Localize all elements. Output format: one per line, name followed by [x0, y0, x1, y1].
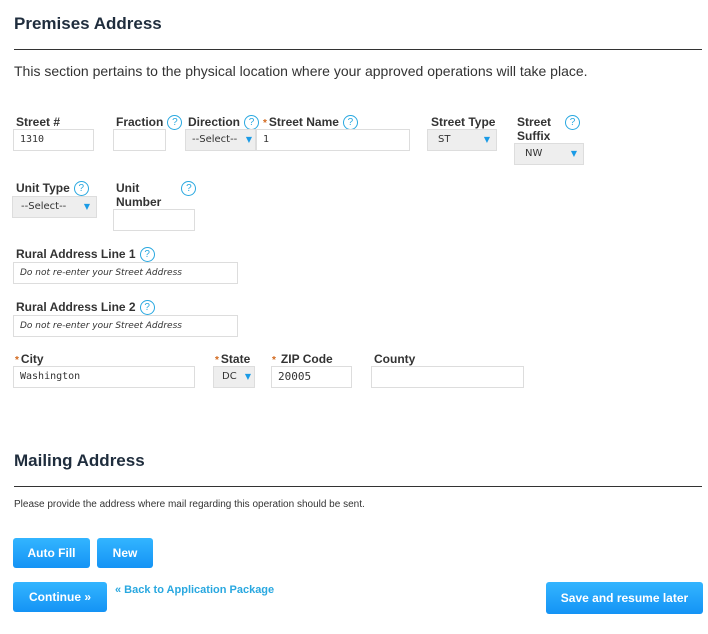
rural-line2-label-group: Rural Address Line 2 ?: [16, 300, 155, 315]
state-label: * State: [215, 352, 250, 368]
direction-label-group: Direction ?: [188, 115, 260, 130]
fraction-label-group: Fraction ?: [116, 115, 183, 130]
unit-number-label-line1: Unit: [116, 181, 140, 195]
help-icon[interactable]: ?: [181, 181, 197, 196]
direction-label: Direction: [188, 115, 241, 129]
fraction-label: Fraction: [116, 115, 164, 129]
required-marker: *: [263, 118, 267, 129]
street-number-input[interactable]: 1310: [13, 129, 94, 151]
save-resume-later-button[interactable]: Save and resume later: [546, 582, 703, 614]
street-suffix-value: NW: [525, 148, 543, 159]
unit-type-label-group: Unit Type ?: [16, 181, 89, 196]
city-input[interactable]: Washington: [13, 366, 195, 388]
state-select[interactable]: DC ▼: [213, 366, 255, 388]
help-icon[interactable]: ?: [167, 115, 183, 130]
street-name-label-text: Street Name: [268, 115, 339, 129]
state-label-text: State: [220, 352, 251, 366]
help-icon[interactable]: ?: [139, 247, 155, 262]
divider: [14, 486, 702, 487]
premises-description: This section pertains to the physical lo…: [14, 63, 588, 79]
rural-line2-label: Rural Address Line 2: [16, 300, 136, 314]
auto-fill-button[interactable]: Auto Fill: [13, 538, 90, 568]
street-name-label-group: * Street Name ?: [263, 115, 358, 131]
city-label: * City: [15, 352, 44, 368]
rural-line2-input[interactable]: Do not re-enter your Street Address: [13, 315, 238, 337]
required-marker: *: [15, 355, 19, 366]
chevron-down-icon: ▼: [244, 372, 251, 381]
help-icon[interactable]: ?: [342, 115, 358, 130]
street-name-input[interactable]: 1: [256, 129, 410, 151]
new-button[interactable]: New: [97, 538, 153, 568]
mailing-title: Mailing Address: [14, 451, 145, 470]
unit-number-input[interactable]: [113, 209, 195, 231]
back-to-application-link[interactable]: « Back to Application Package: [115, 584, 275, 596]
street-suffix-label: Street Suffix: [517, 115, 551, 143]
help-icon[interactable]: ?: [139, 300, 155, 315]
street-suffix-label-line2: Suffix: [517, 129, 551, 143]
unit-number-label: Unit Number: [116, 181, 161, 209]
street-number-label: Street #: [16, 115, 61, 129]
street-type-select[interactable]: ST ▼: [427, 129, 497, 151]
chevron-down-icon: ▼: [483, 135, 490, 144]
county-label: County: [374, 352, 416, 366]
required-marker: *: [272, 355, 276, 366]
unit-type-select[interactable]: --Select-- ▼: [12, 196, 97, 218]
state-value: DC: [222, 371, 237, 382]
chevron-down-icon: ▼: [570, 149, 577, 158]
street-suffix-label-group: Street Suffix ?: [517, 115, 581, 143]
street-type-label: Street Type: [431, 115, 496, 129]
help-icon[interactable]: ?: [244, 115, 260, 130]
mailing-description: Please provide the address where mail re…: [14, 499, 365, 510]
unit-number-label-group: Unit Number ?: [116, 181, 197, 209]
street-suffix-label-line1: Street: [517, 115, 552, 129]
street-type-value: ST: [438, 134, 451, 145]
continue-button[interactable]: Continue »: [13, 582, 107, 612]
zip-input[interactable]: 20005: [271, 366, 352, 388]
rural-line1-label-group: Rural Address Line 1 ?: [16, 247, 155, 262]
help-icon[interactable]: ?: [565, 115, 581, 130]
required-marker: *: [215, 355, 219, 366]
premises-title: Premises Address: [14, 14, 162, 33]
help-icon[interactable]: ?: [73, 181, 89, 196]
chevron-down-icon: ▼: [245, 135, 252, 144]
fraction-input[interactable]: [113, 129, 166, 151]
street-name-label: * Street Name: [263, 115, 339, 131]
direction-value: --Select--: [192, 134, 238, 145]
zip-label-text: ZIP Code: [280, 352, 333, 366]
unit-type-label: Unit Type: [16, 181, 70, 195]
divider: [14, 49, 702, 50]
city-label-text: City: [20, 352, 44, 366]
direction-select[interactable]: --Select-- ▼: [185, 129, 256, 151]
rural-line1-label: Rural Address Line 1: [16, 247, 136, 261]
county-input[interactable]: [371, 366, 524, 388]
zip-label: * ZIP Code: [272, 352, 333, 368]
rural-line1-input[interactable]: Do not re-enter your Street Address: [13, 262, 238, 284]
street-suffix-select[interactable]: NW ▼: [514, 143, 584, 165]
chevron-down-icon: ▼: [83, 202, 90, 211]
unit-number-label-line2: Number: [116, 195, 162, 209]
unit-type-value: --Select--: [21, 201, 67, 212]
